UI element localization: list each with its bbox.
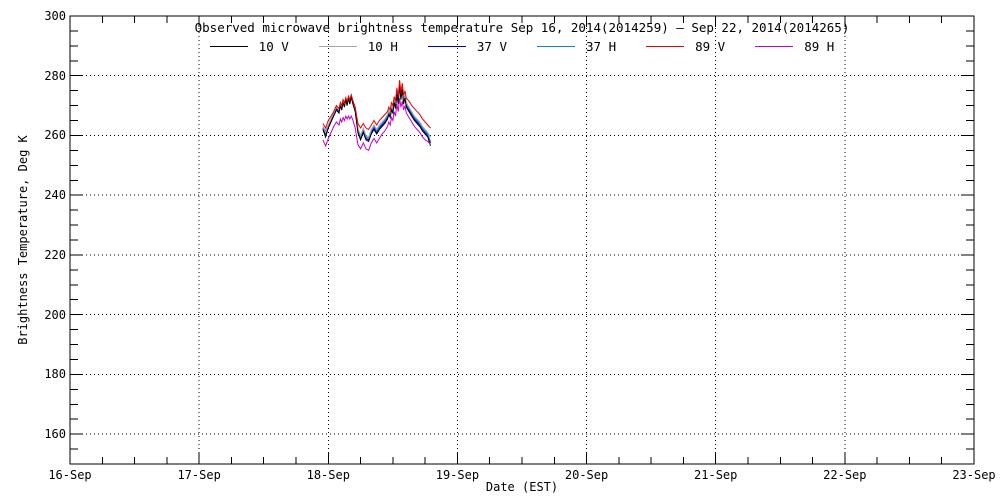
legend-label: 10 H [367,39,398,54]
series-line-10v [322,84,431,147]
chart-legend: 10 V 10 H 37 V 37 H 89 V 89 H [70,39,974,54]
legend-label: 89 H [804,39,835,54]
legend-line-swatch [646,46,685,47]
legend-item-89h: 89 H [755,39,834,54]
legend-item-89v: 89 V [646,39,725,54]
legend-line-swatch [209,46,248,47]
legend-line-swatch [755,46,794,47]
y-tick-label: 240 [44,188,66,203]
x-tick-label: 22-Sep [823,468,867,482]
series-line-89v [322,80,431,131]
y-tick-label: 220 [44,247,66,262]
plot-border [69,15,975,465]
y-tick-label: 300 [44,9,66,23]
legend-item-37v: 37 V [427,39,507,54]
x-tick-label: 23-Sep [952,468,996,482]
legend-item-37h: 37 H [537,39,616,54]
x-tick-label: 16-Sep [48,468,92,482]
x-tick-label: 19-Sep [435,468,480,482]
legend-line-swatch [318,46,357,47]
y-tick-label: 260 [44,128,66,143]
legend-label: 37 V [476,39,507,54]
legend-line-swatch [537,46,575,47]
legend-label: 10 V [258,39,289,54]
y-tick-label: 200 [44,307,66,322]
chart-title: Observed microwave brightness temperatur… [194,20,850,35]
x-tick-label: 18-Sep [306,468,350,482]
series-line-89h [322,98,431,152]
y-tick-label: 280 [44,68,66,83]
y-tick-label: 180 [44,367,66,382]
legend-label: 37 H [586,39,617,54]
legend-label: 89 V [695,39,726,54]
x-tick-label: 21-Sep [694,468,738,482]
y-axis-label: Brightness Temperature, Deg K [16,135,30,345]
legend-line-swatch [427,46,466,47]
x-tick-label: 17-Sep [177,468,221,482]
legend-item-10h: 10 H [318,39,398,54]
x-tick-label: 20-Sep [564,468,609,482]
x-axis-label: Date (EST) [485,480,559,494]
y-tick-label: 160 [44,427,66,442]
legend-item-10v: 10 V [209,39,289,54]
